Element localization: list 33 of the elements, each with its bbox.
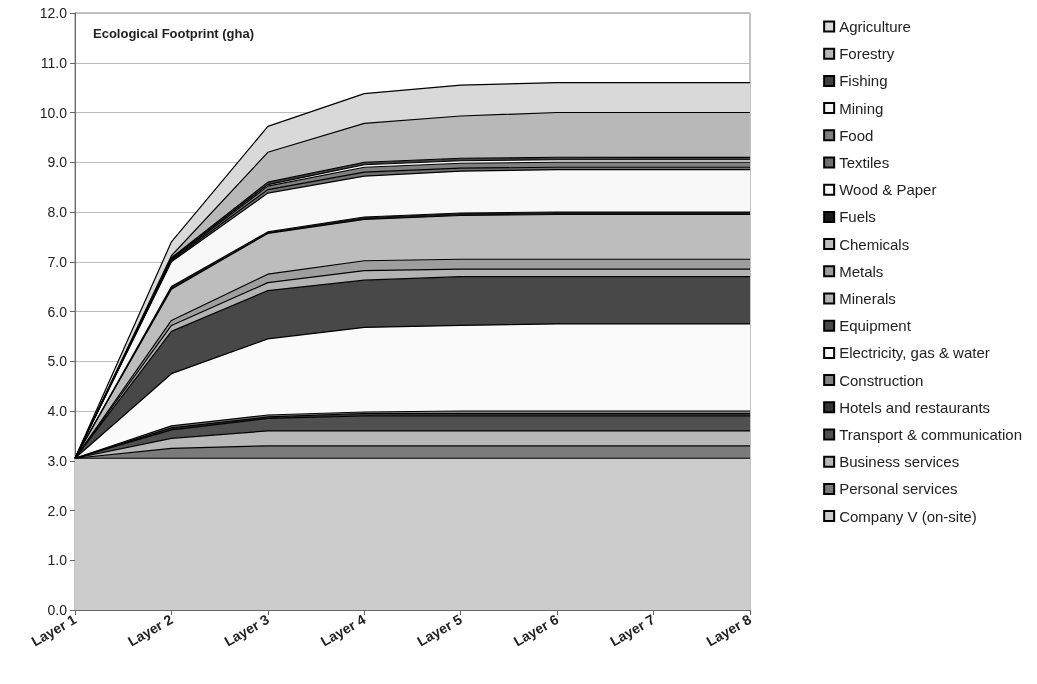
legend-label: Fuels xyxy=(839,208,876,226)
y-tick-label: 8.0 xyxy=(47,204,68,220)
legend-label: Hotels and restaurants xyxy=(839,398,991,416)
legend-label: Wood & Paper xyxy=(839,181,937,199)
y-tick-label: 6.0 xyxy=(47,303,68,320)
legend-label: Electricity, gas & water xyxy=(839,344,990,362)
legend-label: Fishing xyxy=(839,72,888,90)
legend-label: Metals xyxy=(839,262,884,280)
legend-label: Equipment xyxy=(839,317,912,335)
y-tick-label: 0.0 xyxy=(47,602,68,618)
legend-label: Minerals xyxy=(839,290,896,307)
legend-label: Food xyxy=(839,126,874,144)
legend-label: Business services xyxy=(839,453,960,471)
legend-label: Textiles xyxy=(839,154,890,171)
legend-label: Transport & communication xyxy=(839,426,1023,443)
y-tick-label: 4.0 xyxy=(47,403,68,419)
text: Ecological Footprint (gha) xyxy=(93,26,255,41)
legend-label: Agriculture xyxy=(839,18,911,35)
y-tick-label: 12.0 xyxy=(39,5,68,21)
legend-label: Forestry xyxy=(839,45,895,63)
legend-label: Construction xyxy=(839,371,924,389)
y-tick-label: 10.0 xyxy=(39,104,68,121)
legend-label: Company V (on-site) xyxy=(839,507,977,525)
y-tick-label: 3.0 xyxy=(47,452,68,469)
y-tick-label: 9.0 xyxy=(47,154,68,171)
y-tick-label: 7.0 xyxy=(47,253,68,270)
y-tick-label: 1.0 xyxy=(47,552,68,569)
y-tick-label: 2.0 xyxy=(47,502,68,519)
legend-label: Personal services xyxy=(839,480,958,498)
legend-label: Mining xyxy=(839,99,884,117)
legend-label: Chemicals xyxy=(839,235,910,253)
y-tick-label: 11.0 xyxy=(40,54,68,71)
y-tick-label: 5.0 xyxy=(47,353,68,370)
